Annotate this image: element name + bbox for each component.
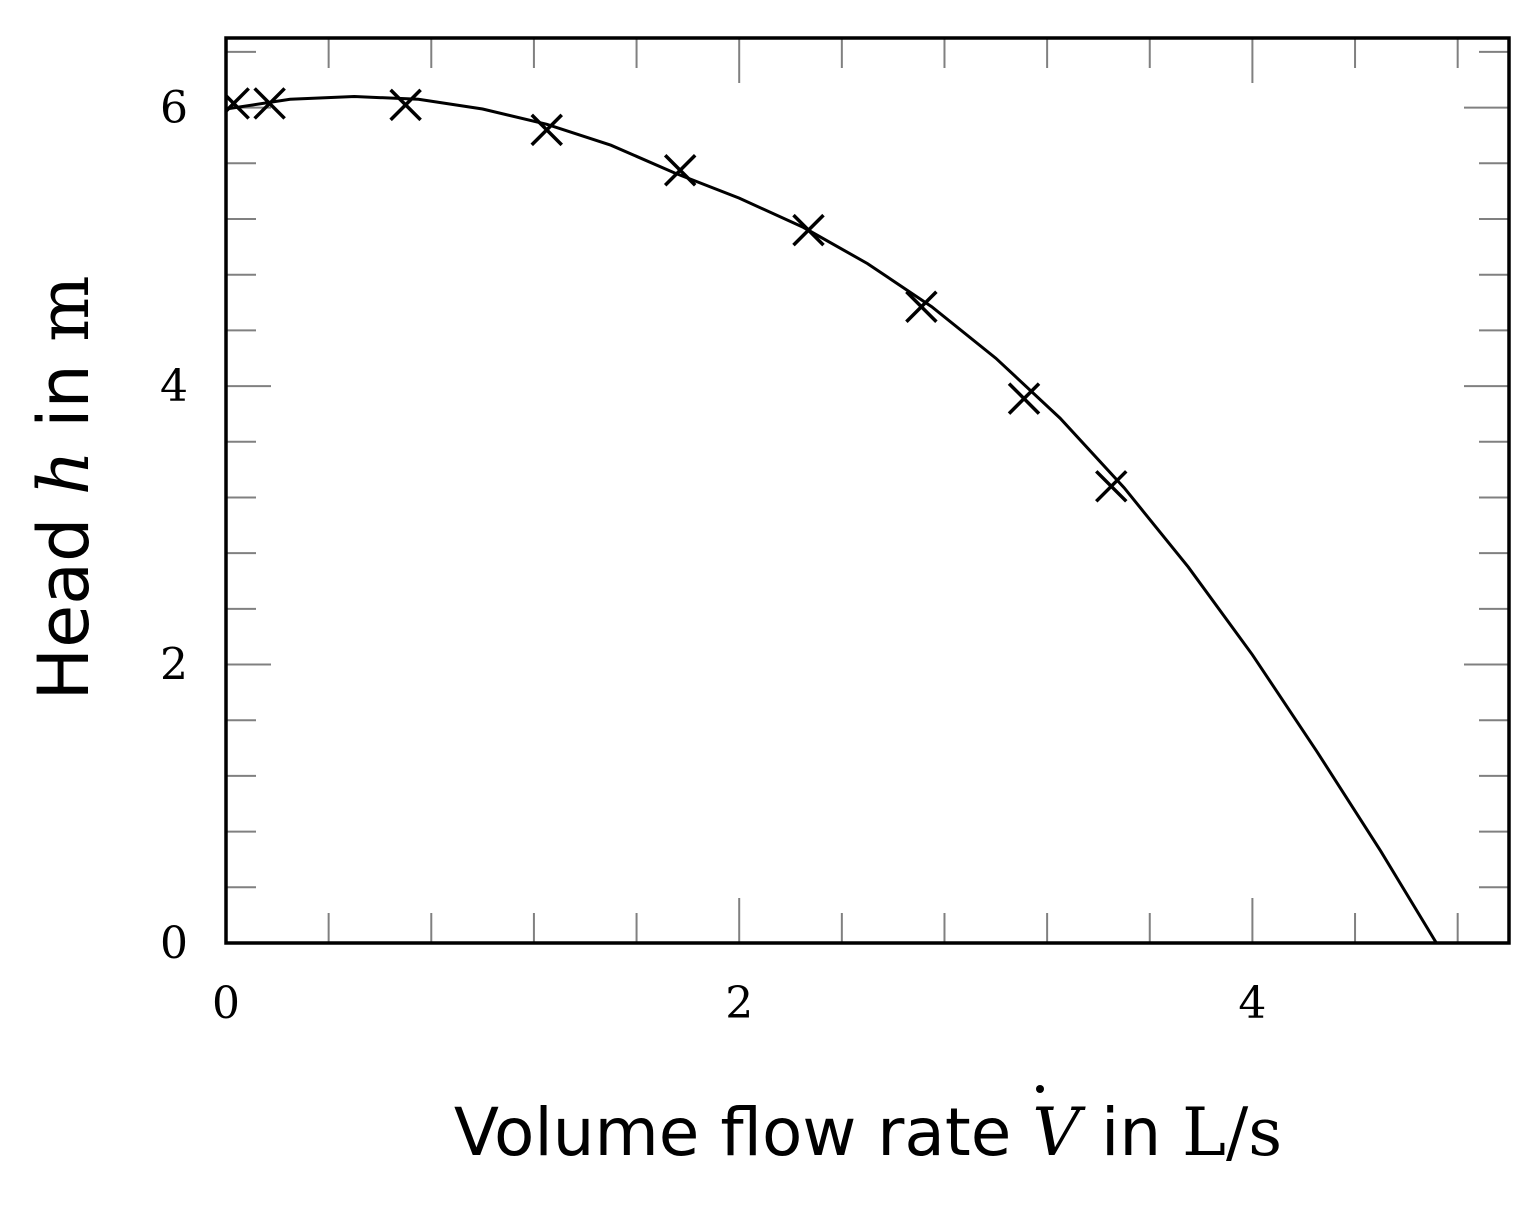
major-ticks — [225, 38, 1509, 944]
plot-area — [226, 87, 1439, 943]
x-axis-symbol: V — [1032, 1094, 1086, 1171]
marker-stroke — [226, 87, 250, 114]
y-axis-symbol: h — [23, 450, 105, 495]
y-axis-unit: m — [23, 275, 105, 341]
data-point-marker — [663, 154, 697, 187]
marker-stroke — [663, 154, 697, 187]
marker-stroke — [530, 113, 563, 147]
marker-stroke — [253, 87, 286, 120]
x-tick-label: 2 — [725, 978, 753, 1029]
marker-stroke — [1007, 382, 1041, 415]
x-axis-symbol-dot — [1036, 1085, 1044, 1093]
y-tick-label: 6 — [160, 83, 188, 134]
data-point-marker — [389, 88, 422, 122]
marker-stroke — [1095, 470, 1128, 503]
x-tick-label: 4 — [1238, 978, 1266, 1029]
y-tick-label: 0 — [160, 918, 188, 969]
x-axis-title-prefix: Volume flow rate — [454, 1094, 1032, 1171]
x-axis-title: Volume flow rate V in L/s — [454, 1094, 1282, 1171]
marker-stroke — [389, 88, 422, 122]
x-tick-label: 0 — [212, 978, 240, 1029]
y-tick-label: 2 — [160, 640, 188, 691]
data-point-marker — [1007, 382, 1041, 415]
y-axis-title-middle: in — [23, 342, 105, 450]
y-axis-title-prefix: Head — [23, 495, 105, 700]
data-point-marker — [1095, 470, 1128, 503]
plot-frame — [224, 36, 1511, 945]
fit-curve-line — [226, 94, 1439, 943]
data-point-marker — [905, 290, 938, 323]
x-axis-title-middle: in — [1080, 1094, 1182, 1171]
measurement-markers — [226, 87, 1128, 503]
data-point-marker — [792, 213, 825, 247]
y-tick-label: 4 — [160, 361, 188, 412]
data-point-marker — [253, 87, 286, 120]
y-tick-labels: 0 2 4 6 — [160, 83, 188, 969]
x-tick-labels: 0 2 4 — [212, 978, 1266, 1029]
x-axis-unit: L/s — [1182, 1094, 1282, 1171]
data-point-marker — [226, 87, 250, 120]
marker-stroke — [905, 290, 938, 323]
y-axis-title: Head h in m — [23, 275, 105, 700]
marker-stroke — [792, 213, 825, 247]
data-point-marker — [530, 113, 563, 147]
minor-ticks — [226, 38, 1509, 943]
